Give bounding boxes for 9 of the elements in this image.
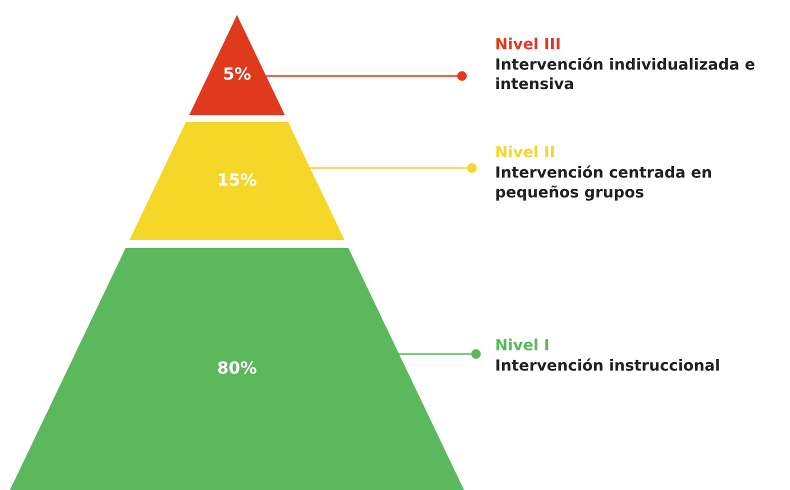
category-label: Nivel III (496, 38, 560, 50)
data-label: 15% (218, 173, 256, 186)
text: Intervención instruccional (496, 358, 719, 371)
category-label: Nivel I (496, 338, 548, 350)
category-label: Nivel II (496, 146, 554, 158)
data-label: 80% (218, 361, 256, 374)
text: Intervención centrada en pequeños grupos (496, 165, 711, 201)
text: Intervención individualizada e intensiva (496, 57, 754, 90)
data-label: 5% (224, 67, 251, 80)
